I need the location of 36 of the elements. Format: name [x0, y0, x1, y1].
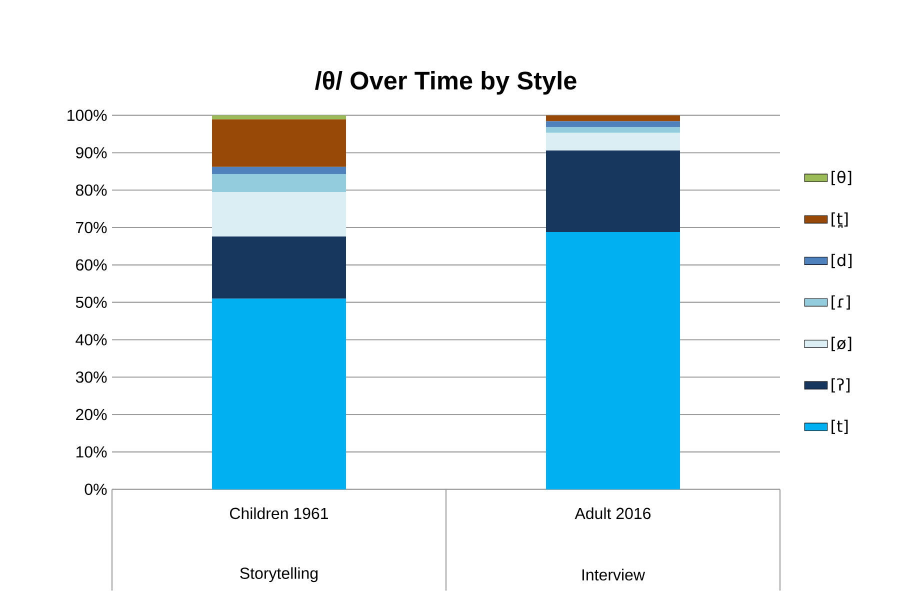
text: Interview — [582, 568, 646, 581]
y-tick-label: 30% — [76, 372, 107, 383]
y-tick-label: 70% — [76, 222, 107, 234]
y-tick-label: 0% — [84, 484, 107, 496]
legend-label: [t] — [832, 420, 848, 434]
bar — [546, 127, 680, 134]
bar — [546, 150, 680, 232]
bar — [212, 192, 346, 237]
bar — [212, 174, 346, 192]
bar — [546, 232, 680, 490]
bar — [212, 167, 346, 174]
bar — [212, 120, 346, 168]
bar — [546, 121, 680, 128]
y-tick-label: 90% — [76, 147, 107, 159]
legend-label: [θ] — [832, 170, 852, 186]
text: Storytelling — [240, 567, 318, 582]
x-tick-label: Children 1961 — [230, 508, 328, 520]
bar — [212, 298, 346, 490]
legend-label: [ɾ] — [832, 295, 850, 310]
y-tick-label: 20% — [76, 409, 107, 420]
legend-label: [ʔ] — [832, 378, 850, 393]
bar — [212, 236, 346, 299]
y-tick-label: 50% — [76, 296, 107, 308]
bar — [212, 116, 346, 120]
y-tick-label: 10% — [76, 446, 107, 458]
legend-label: [d] — [832, 254, 852, 268]
legend-label: [ø] — [832, 336, 852, 352]
y-tick-label: 40% — [76, 334, 107, 346]
chart-title: /θ/ Over Time by Style — [315, 71, 576, 95]
y-tick-label: 60% — [76, 259, 107, 271]
x-tick-label: Adult 2016 — [574, 508, 651, 520]
bar — [546, 133, 680, 151]
y-tick-label: 80% — [76, 184, 107, 196]
legend-label: [t̪] — [832, 212, 848, 228]
bar — [546, 116, 680, 122]
y-tick-label: 100% — [68, 110, 107, 122]
